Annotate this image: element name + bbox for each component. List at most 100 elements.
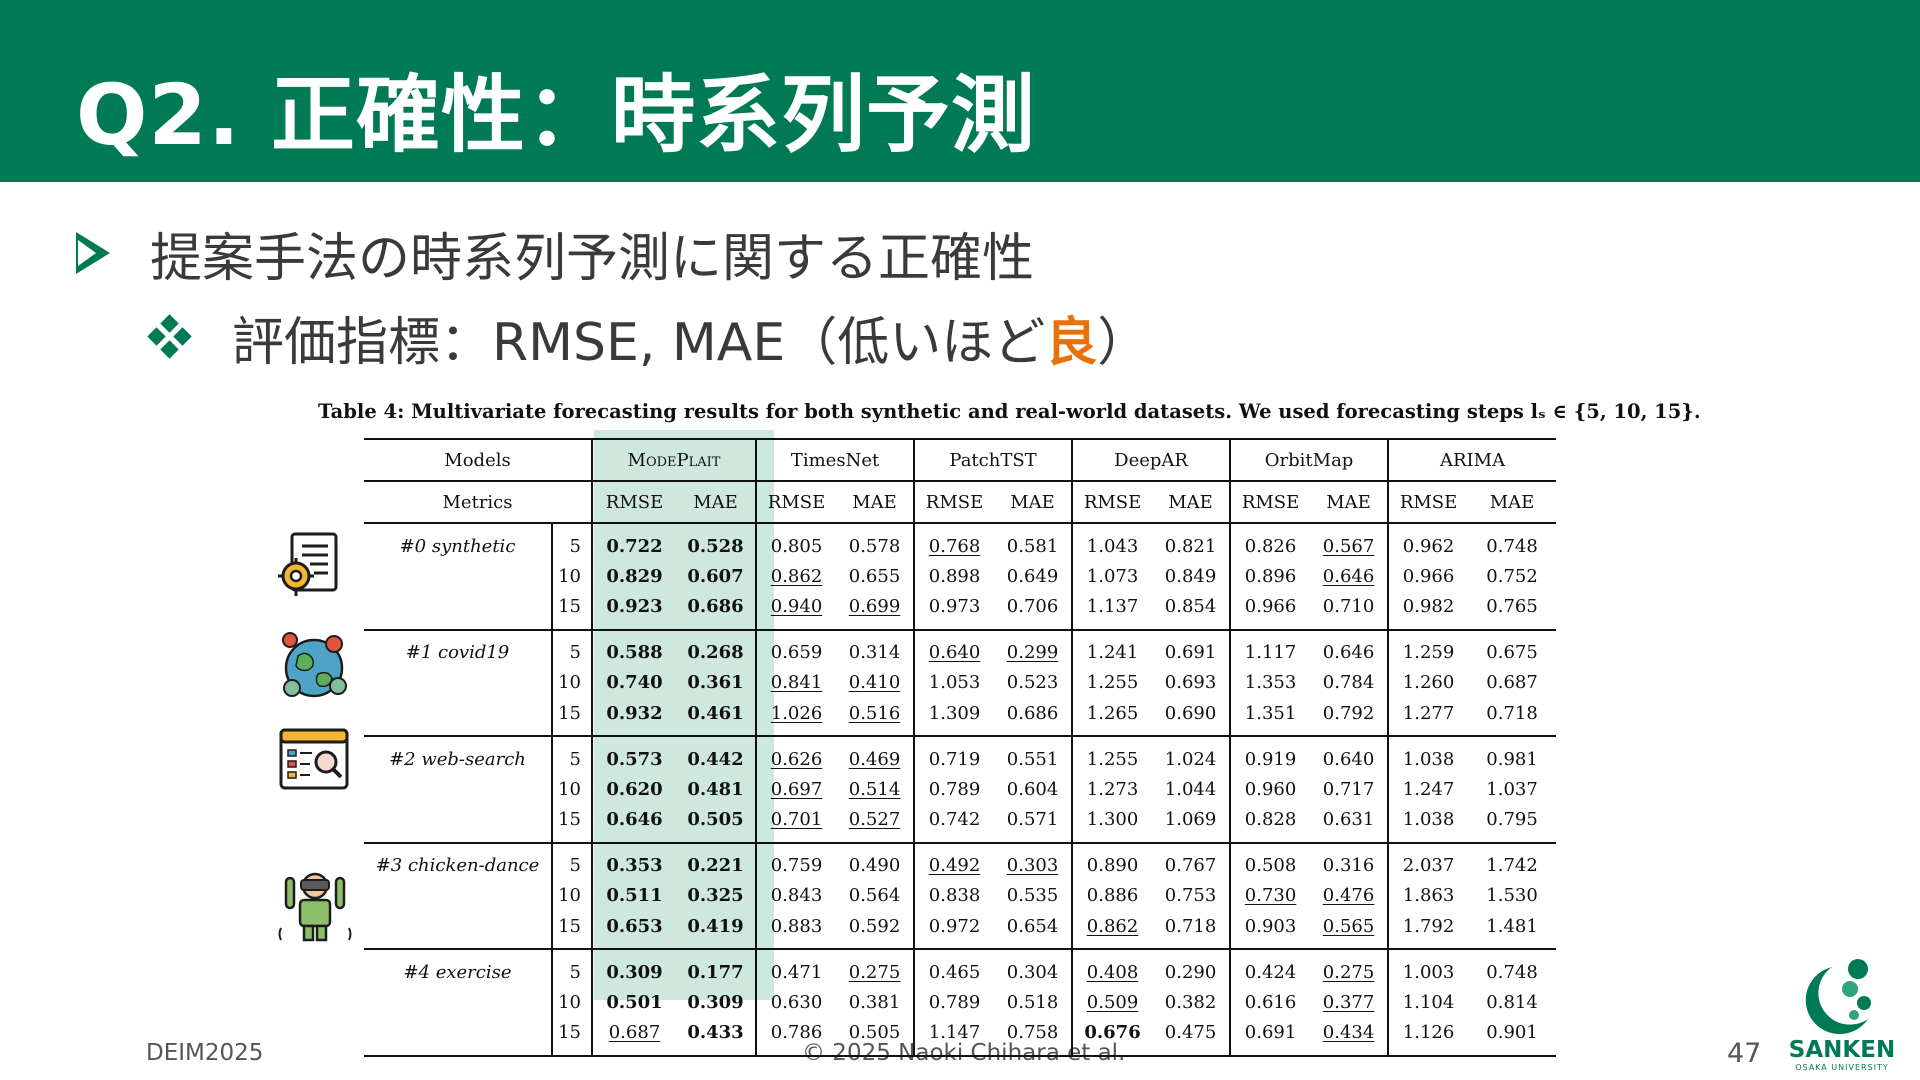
metric-value-text: 1.792 (1402, 915, 1455, 937)
metric-value-text: 0.424 (1244, 961, 1297, 983)
metric-value: 0.919 (1229, 735, 1311, 775)
metric-value: 0.564 (836, 882, 914, 911)
metric-value: 0.687 (1468, 669, 1556, 698)
metric-value-text: 1.026 (770, 702, 823, 724)
metric-value: 1.026 (755, 697, 837, 736)
metric-value-text: 1.037 (1486, 778, 1538, 800)
model-header: OrbitMap (1229, 438, 1389, 481)
metric-value: 0.471 (755, 948, 837, 988)
bullet2-accent: 良 (1045, 312, 1098, 373)
metric-value: 0.814 (1468, 988, 1556, 1017)
metric-value: 0.382 (1152, 988, 1230, 1017)
metric-value: 0.821 (1152, 522, 1231, 562)
metric-value: 0.475 (1152, 1016, 1231, 1057)
models-label: Models (364, 438, 592, 481)
metric-value-text: 0.578 (848, 535, 901, 557)
metric-value: 0.325 (676, 882, 756, 911)
metric-value-text: 1.351 (1244, 702, 1297, 724)
metric-value-text: 1.255 (1086, 672, 1139, 694)
metric-value-text: 1.104 (1402, 991, 1455, 1013)
metric-value: 0.896 (1229, 562, 1311, 591)
table-row: #3 chicken-dance 5 0.353 0.221 0.759 0.490 0.4… (364, 841, 1557, 882)
metric-value-text: 0.573 (606, 748, 663, 770)
metric-value: 0.718 (1468, 697, 1556, 736)
metric-value: 0.962 (1387, 522, 1469, 562)
metric-value-text: 0.693 (1164, 672, 1217, 694)
table-row: 15 0.687 0.433 0.786 0.505 1.147 0.758 0.676 0.4… (364, 1016, 1557, 1057)
metric-value: 0.516 (836, 697, 914, 736)
metric-value: 0.843 (755, 881, 837, 910)
metric-value-text: 0.492 (928, 855, 981, 876)
metric-value-text: 0.607 (687, 565, 744, 587)
forecast-step: 5 (551, 841, 592, 882)
metric-value-text: 0.571 (1006, 809, 1059, 830)
table-row: 10 0.620 0.481 0.697 0.514 0.789 0.604 1.273 1.0… (364, 775, 1556, 804)
metric-value: 0.309 (676, 988, 756, 1017)
table-row: 10 0.501 0.309 0.630 0.381 0.789 0.518 0.509 0.3… (364, 988, 1556, 1017)
metric-value-text: 1.126 (1402, 1022, 1455, 1043)
metric-header: MAE (836, 480, 915, 523)
metric-value-text: 0.752 (1486, 565, 1538, 587)
forecast-step: 15 (551, 697, 592, 736)
metric-value-text: 0.862 (770, 565, 823, 587)
metric-value-text: 1.277 (1402, 702, 1455, 724)
browser-search-icon (279, 728, 349, 790)
metric-value: 0.316 (1310, 841, 1389, 882)
metric-value: 1.277 (1387, 697, 1469, 736)
metric-value: 0.767 (1152, 841, 1231, 882)
model-header: TimesNet (755, 438, 915, 481)
metric-value-text: 1.863 (1402, 885, 1455, 907)
metric-value-text: 0.686 (1006, 702, 1059, 724)
metric-value: 1.300 (1071, 803, 1153, 843)
metric-header: MAE (1468, 480, 1557, 523)
metric-value: 0.631 (1310, 804, 1388, 843)
metric-value-text: 0.710 (1322, 596, 1375, 617)
metric-value: 0.573 (591, 735, 676, 775)
forecast-step: 5 (551, 948, 592, 988)
model-header: PatchTST (913, 438, 1073, 481)
metric-value: 0.653 (591, 910, 676, 949)
metric-value-text: 0.805 (770, 535, 823, 557)
metric-value: 0.616 (1229, 988, 1311, 1017)
metric-value: 0.719 (913, 735, 995, 775)
forecast-step: 10 (551, 668, 592, 697)
metric-value-text: 0.765 (1486, 596, 1538, 617)
metric-value: 0.469 (836, 735, 915, 775)
results-table-wrap: Models ModePlait TimesNet PatchTST DeepA… (364, 430, 1557, 1057)
metrics-label: Metrics (364, 480, 592, 523)
metric-value-text: 0.789 (928, 778, 981, 800)
metric-value: 1.273 (1071, 775, 1153, 804)
metric-value: 0.290 (1152, 948, 1231, 988)
metric-value-text: 0.828 (1244, 809, 1297, 830)
metric-value-text: 1.259 (1402, 642, 1455, 663)
dataset-name (364, 697, 552, 736)
metric-value-text: 0.701 (770, 809, 823, 830)
metric-value: 1.126 (1387, 1016, 1469, 1057)
metric-value-text: 0.792 (1322, 702, 1375, 724)
metric-value-text: 0.299 (1006, 642, 1059, 663)
metric-value: 0.501 (591, 988, 676, 1017)
metric-value: 0.710 (1310, 591, 1388, 630)
metric-value: 1.481 (1468, 910, 1556, 949)
metric-value: 0.706 (994, 591, 1072, 630)
metric-value-text: 0.886 (1086, 885, 1139, 907)
metric-value: 0.551 (994, 735, 1073, 775)
metric-value: 0.898 (913, 562, 995, 591)
metric-value: 1.037 (1468, 775, 1556, 804)
dataset-name: #4 exercise (364, 948, 552, 988)
metric-value: 0.966 (1229, 590, 1311, 630)
metric-value: 0.981 (1468, 735, 1557, 775)
metric-value: 0.982 (1387, 590, 1469, 630)
metric-value: 0.691 (1152, 628, 1231, 669)
metric-value-text: 0.789 (928, 991, 981, 1013)
metric-value-text: 0.527 (848, 809, 901, 830)
metric-value: 0.508 (1229, 841, 1311, 882)
metric-value-text: 0.962 (1402, 535, 1455, 557)
table-caption: Table 4: Multivariate forecasting result… (318, 400, 1701, 423)
metric-value-text: 0.659 (770, 642, 823, 663)
dataset-name (364, 804, 552, 843)
metric-value-text: 0.646 (1322, 642, 1375, 663)
metric-value-text: 1.300 (1086, 809, 1139, 830)
metric-value-text: 0.620 (606, 778, 663, 800)
metric-value-text: 0.616 (1244, 991, 1297, 1013)
